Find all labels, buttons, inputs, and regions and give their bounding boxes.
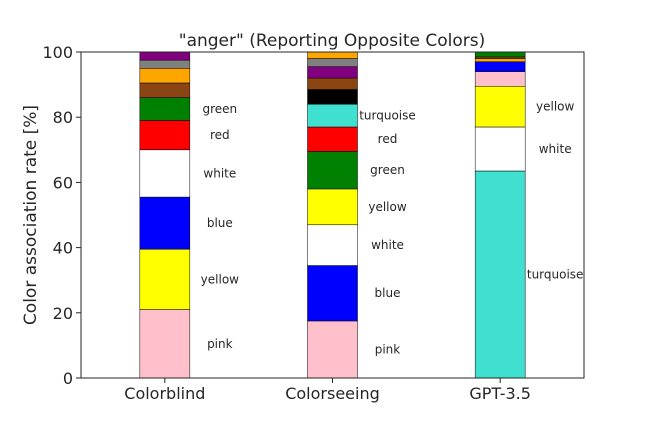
y-tick-label: 80	[53, 108, 73, 127]
segment-label: yellow	[368, 200, 406, 214]
bar-segment-colorblind-yellow	[139, 248, 191, 310]
bar-segment-colorblind-gray	[139, 59, 191, 69]
bar-segment-colorseeing-orange	[307, 51, 358, 59]
bar-segment-colorblind-white	[139, 149, 191, 198]
axes-group: Colorblind Colorseeing GPT-3.5 0 20 40 60 80 100	[42, 43, 585, 403]
segment-label: green	[202, 102, 237, 116]
bar-segment-colorblind-brown	[139, 82, 191, 98]
bar-segment-colorseeing-green	[307, 151, 358, 190]
segment-label: blue	[207, 216, 233, 230]
bar-segment-gpt-3-5-white	[474, 126, 526, 172]
segment-label: red	[378, 132, 398, 146]
bar-segment-colorblind-orange	[139, 68, 191, 84]
segment-label: yellow	[201, 272, 239, 286]
bar-segment-gpt-3-5-turquoise	[474, 170, 526, 379]
segment-label: white	[539, 142, 572, 156]
segment-label: green	[370, 163, 405, 177]
segment-label: pink	[207, 337, 233, 351]
segment-labels-group: pink yellow blue white red green pink blue white…	[201, 100, 584, 357]
y-tick-label: 0	[63, 369, 73, 388]
bar-segment-gpt-3-5-pink	[474, 71, 526, 87]
bar-segment-colorblind-purple	[139, 51, 191, 61]
bar-segment-colorseeing-brown	[307, 77, 358, 90]
bar-segment-colorblind-pink	[139, 309, 191, 379]
plot-frame	[80, 51, 585, 379]
segment-label: blue	[375, 286, 401, 300]
y-tick-label: 100	[42, 43, 73, 62]
y-axis-label: Color association rate [%]	[21, 105, 41, 325]
bar-segment-colorseeing-gray	[307, 58, 358, 67]
segment-label: red	[210, 128, 230, 142]
segment-label: turquoise	[359, 109, 416, 123]
bar-segment-colorseeing-red	[307, 126, 358, 152]
bar-segment-colorseeing-blue	[307, 265, 358, 322]
segment-label: yellow	[536, 100, 574, 114]
x-tick-label: GPT-3.5	[469, 384, 531, 403]
bar-segment-colorseeing-turquoise	[307, 103, 358, 128]
segment-label: white	[203, 166, 236, 180]
bar-segment-colorseeing-yellow	[307, 188, 358, 226]
y-tick-label: 20	[53, 304, 73, 323]
y-tick-label: 60	[53, 173, 73, 192]
bar-segment-gpt-3-5-yellow	[474, 85, 526, 128]
y-tick-label: 40	[53, 239, 73, 258]
x-tick-label: Colorblind	[124, 384, 205, 403]
bars-group	[139, 51, 526, 379]
bar-segment-gpt-3-5-blue	[474, 61, 526, 72]
chart-title: "anger" (Reporting Opposite Colors)	[179, 31, 486, 51]
bar-segment-colorblind-red	[139, 120, 191, 151]
segment-label: pink	[375, 342, 401, 356]
x-tick-label: Colorseeing	[285, 384, 380, 403]
bar-segment-colorblind-blue	[139, 196, 191, 250]
bar-segment-colorseeing-black	[307, 89, 358, 105]
bar-segment-colorblind-green	[139, 97, 191, 121]
bar-segment-colorseeing-pink	[307, 320, 358, 379]
segment-label: white	[371, 238, 404, 252]
segment-label: turquoise	[527, 267, 584, 281]
bar-segment-colorseeing-purple	[307, 66, 358, 79]
bar-segment-gpt-3-5-orange	[474, 58, 526, 63]
bar-segment-colorseeing-white	[307, 224, 358, 266]
bar-segment-gpt-3-5-green	[474, 51, 526, 58]
